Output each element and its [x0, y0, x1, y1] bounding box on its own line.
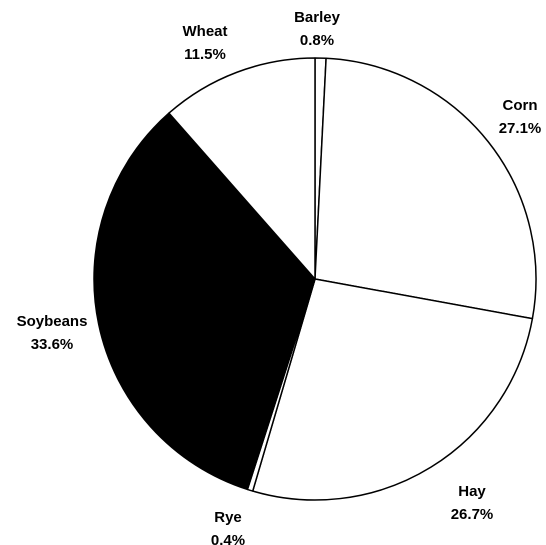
slice-label: Barley — [294, 9, 341, 26]
slice-value-label: 33.6% — [31, 336, 74, 353]
slice-value-label: 27.1% — [499, 120, 542, 137]
slice-label: Hay — [458, 483, 486, 500]
pie-slice — [93, 112, 316, 491]
slice-value-label: 0.4% — [211, 532, 245, 545]
slice-value-label: 11.5% — [184, 46, 226, 63]
pie-slice — [314, 57, 537, 320]
slice-label: Soybeans — [17, 313, 88, 330]
pie-slice — [168, 57, 316, 280]
slice-value-label: 0.8% — [300, 32, 334, 49]
slice-value-label: 26.7% — [451, 506, 494, 523]
slice-label: Rye — [214, 509, 242, 526]
slice-label: Corn — [503, 97, 538, 114]
slice-label: Wheat — [183, 23, 228, 40]
pie-slice — [251, 278, 534, 501]
